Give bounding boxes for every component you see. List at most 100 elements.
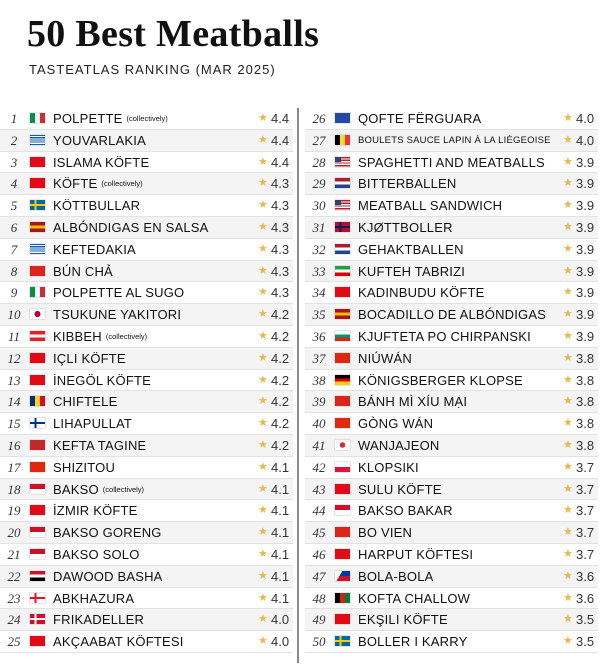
dish-name: TSUKUNE YAKITORI [53,307,181,322]
dish-name: SULU KÖFTE [358,482,442,497]
rating-value: 4.2 [271,416,290,432]
country-flag [335,156,350,167]
dish-name-text: FRIKADELLER [53,612,145,628]
star-icon: ★ [258,504,268,517]
star-icon: ★ [258,635,268,648]
star-icon: ★ [258,133,268,146]
rank-number: 25 [7,634,21,650]
rank-number: 37 [312,350,326,366]
rating-value: 3.8 [576,437,595,453]
ranking-row: 4 KÖFTE (collectively) ★ 4.3 [0,173,293,196]
rank-number: 31 [312,219,326,235]
country-flag [30,113,45,123]
rating-value: 4.1 [271,590,290,606]
star-icon: ★ [563,133,573,146]
dish-name-text: POLPETTE AL SUGO [53,285,185,301]
dish-name: KÖNIGSBERGER KLOPSE [358,373,523,388]
star-icon: ★ [258,329,268,342]
country-flag [30,178,45,189]
rating-value: 4.1 [271,525,290,541]
rating-value: 3.9 [576,263,595,279]
rank-number: 28 [312,154,326,170]
dish-name-text: BOLLER I KARRY [358,634,468,650]
star-icon: ★ [258,155,268,168]
country-flag [30,156,45,167]
rating-value: 3.9 [576,328,595,344]
dish-name: BOLLER I KARRY [358,634,468,649]
dish-name-text: KEFTA TAGINE [53,437,147,453]
ranking-row: 12 IÇLI KÖFTE ★ 4.2 [0,347,293,370]
star-icon: ★ [563,504,573,517]
star-icon: ★ [258,220,268,233]
star-icon: ★ [258,526,268,539]
rank-number: 18 [7,481,21,497]
ranking-row: 1 POLPETTE (collectively) ★ 4.4 [0,108,293,130]
dish-name-text: BOLA-BOLA [358,568,434,584]
ranking-row: 8 BÚN CHẢ ★ 4.3 [0,260,293,283]
rating-value: 4.2 [271,372,290,388]
ranking-row: 26 QOFTE FËRGUARA ★ 4.0 [305,108,598,130]
dish-name: KÖFTE (collectively) [53,176,143,191]
dish-name: KEFTEDAKIA [53,242,136,257]
country-flag [30,418,45,429]
rating-value: 4.2 [271,394,290,410]
rank-number: 11 [7,328,21,344]
dish-name: İNEGÖL KÖFTE [53,373,151,388]
rating-value: 3.9 [576,241,595,257]
star-icon: ★ [563,264,573,277]
dish-name: ISLAMA KÖFTE [53,155,149,170]
dish-name: NIÚWÁN [358,351,412,366]
dish-name: KOFTA CHALLOW [358,591,470,606]
rating-value: 4.3 [271,263,290,279]
divider [297,108,299,663]
star-icon: ★ [258,242,268,255]
rating-value: 3.7 [576,525,595,541]
dish-name-text: ALBÓNDIGAS EN SALSA [53,219,209,235]
dish-name-text: GEHAKTBALLEN [358,241,464,257]
rank-number: 12 [7,350,21,366]
star-icon: ★ [258,112,268,124]
dish-name: KIBBEH (collectively) [53,329,147,344]
rating-value: 4.1 [271,568,290,584]
ranking-row: 10 TSUKUNE YAKITORI ★ 4.2 [0,304,293,326]
ranking-row: 36 KJUFTETA PO CHIRPANSKI ★ 3.9 [305,326,598,348]
rank-number: 49 [312,612,326,628]
ranking-row: 41 WANJAJEON ★ 3.8 [305,434,598,457]
ranking-row: 17 SHIZITOU ★ 4.1 [0,457,293,479]
ranking-row: 47 BOLA-BOLA ★ 3.6 [305,565,598,588]
dish-name: YOUVARLAKIA [53,133,146,148]
rank-number: 29 [312,176,326,192]
country-flag [335,200,350,211]
country-flag [30,352,45,363]
country-flag [335,614,350,625]
star-icon: ★ [258,613,268,626]
ranking-row: 9 POLPETTE AL SUGO ★ 4.3 [0,282,293,305]
rank-number: 34 [312,285,326,301]
ranking-row: 25 AKÇAABAT KÖFTESI ★ 4.0 [0,631,293,653]
dish-name: LIHAPULLAT [53,416,132,431]
dish-name: IÇLI KÖFTE [53,351,126,366]
star-icon: ★ [258,569,268,582]
star-icon: ★ [258,373,268,386]
dish-note: (collectively) [105,331,148,341]
dish-name-text: CHIFTELE [53,394,118,410]
dish-name-text: BAKSO BAKAR [358,503,453,519]
subtitle: TASTEATLAS RANKING (MAR 2025) [29,62,276,77]
ranking-row: 43 SULU KÖFTE ★ 3.7 [305,478,598,501]
dish-name: KADINBUDU KÖFTE [358,285,485,300]
dish-name-text: TSUKUNE YAKITORI [53,307,182,323]
rank-number: 8 [10,263,18,279]
dish-name-text: BAKSO [53,481,99,497]
star-icon: ★ [563,242,573,255]
country-flag [335,439,350,450]
country-flag [30,330,45,341]
star-icon: ★ [563,438,573,451]
star-icon: ★ [563,155,573,168]
rank-number: 42 [312,459,326,475]
rating-value: 4.1 [271,481,290,497]
dish-name: İZMIR KÖFTE [53,503,138,518]
dish-name-text: BOULETS SAUCE LAPIN À LA LIÈGEOISE [358,134,551,146]
ranking-row: 3 ISLAMA KÖFTE ★ 4.4 [0,152,293,174]
rating-value: 3.7 [576,459,595,475]
dish-name: ABKHAZURA [53,591,134,606]
